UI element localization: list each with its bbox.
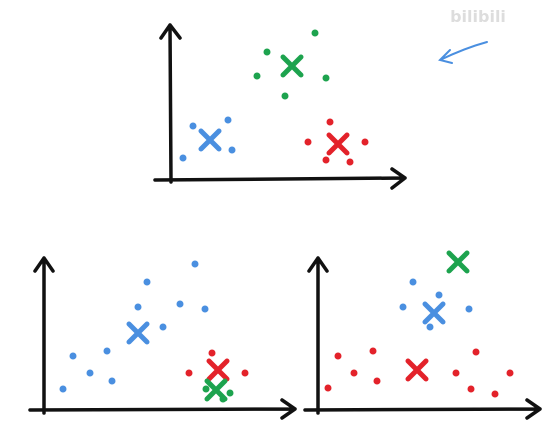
- point: [202, 385, 210, 393]
- point: [59, 385, 67, 393]
- point: [228, 146, 236, 154]
- x-axis: [303, 398, 542, 420]
- point: [350, 369, 358, 377]
- centroid: [422, 301, 446, 325]
- centroid: [126, 321, 150, 345]
- point: [189, 122, 197, 130]
- centroid: [280, 54, 304, 78]
- point: [467, 385, 475, 393]
- point: [241, 369, 249, 377]
- point: [281, 92, 289, 100]
- point: [506, 369, 514, 377]
- point: [176, 300, 184, 308]
- point: [491, 390, 499, 398]
- point: [399, 303, 407, 311]
- point: [226, 389, 234, 397]
- point: [465, 305, 473, 313]
- centroid: [198, 128, 222, 152]
- y-axis: [33, 256, 55, 415]
- point: [69, 352, 77, 360]
- blue-cluster: [399, 278, 473, 331]
- point: [373, 377, 381, 385]
- centroid: [405, 358, 429, 382]
- point: [185, 369, 193, 377]
- plot-top: [153, 23, 407, 190]
- point: [103, 347, 111, 355]
- point: [191, 260, 199, 268]
- point: [208, 349, 216, 357]
- point: [159, 323, 167, 331]
- centroid: [204, 378, 228, 402]
- point: [304, 138, 312, 146]
- centroid: [326, 132, 350, 156]
- red-cluster: [304, 118, 369, 166]
- point: [179, 154, 187, 162]
- centroid: [206, 358, 230, 382]
- point: [361, 138, 369, 146]
- x-axis: [153, 167, 407, 190]
- point: [201, 305, 209, 313]
- green-cluster: [446, 250, 470, 274]
- blue-cluster: [179, 116, 236, 162]
- point: [334, 352, 342, 360]
- point: [263, 48, 271, 56]
- plot-bottom-right: [303, 250, 542, 420]
- point: [409, 278, 417, 286]
- point: [346, 158, 354, 166]
- point: [224, 116, 232, 124]
- point: [322, 156, 330, 164]
- red-cluster: [185, 349, 249, 382]
- point: [86, 369, 94, 377]
- blue-cluster: [59, 260, 209, 393]
- point: [311, 29, 319, 37]
- watermark: bilibili: [450, 7, 506, 26]
- point: [253, 72, 261, 80]
- point: [108, 377, 116, 385]
- green-cluster: [202, 378, 234, 403]
- point: [452, 369, 460, 377]
- point: [472, 348, 480, 356]
- point: [435, 291, 443, 299]
- point: [326, 118, 334, 126]
- y-axis: [307, 256, 329, 415]
- point: [322, 74, 330, 82]
- y-axis: [159, 23, 182, 184]
- plot-bottom-left: [28, 256, 297, 420]
- green-cluster: [253, 29, 330, 100]
- red-cluster: [324, 347, 514, 398]
- point: [369, 347, 377, 355]
- point: [134, 303, 142, 311]
- annotation-arrow: [438, 41, 488, 64]
- centroid: [446, 250, 470, 274]
- point: [324, 384, 332, 392]
- point: [143, 278, 151, 286]
- x-axis: [28, 398, 297, 420]
- point: [426, 323, 434, 331]
